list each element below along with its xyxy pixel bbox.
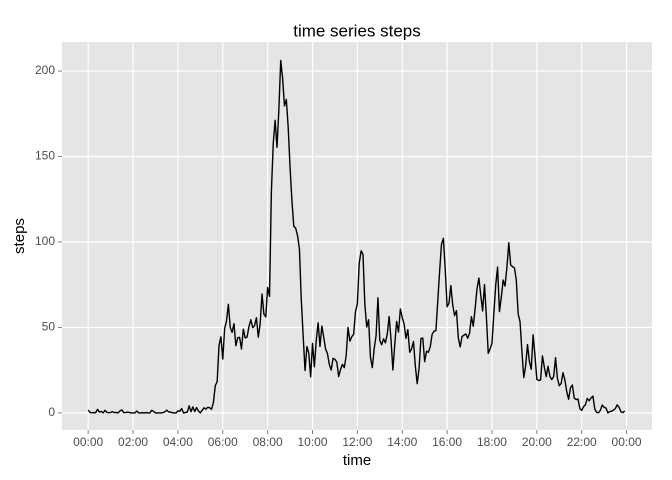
x-tick-label: 04:00 bbox=[163, 435, 193, 449]
y-axis-label: steps bbox=[11, 218, 28, 254]
x-tick-label: 22:00 bbox=[567, 435, 597, 449]
chart-title: time series steps bbox=[293, 21, 421, 40]
x-tick-label: 12:00 bbox=[342, 435, 372, 449]
y-tick-label: 0 bbox=[48, 405, 55, 419]
x-tick-label: 00:00 bbox=[612, 435, 642, 449]
x-tick-label: 18:00 bbox=[477, 435, 507, 449]
y-tick-label: 100 bbox=[35, 234, 55, 248]
x-tick-label: 02:00 bbox=[118, 435, 148, 449]
x-tick-label: 16:00 bbox=[432, 435, 462, 449]
series-line bbox=[87, 59, 626, 414]
x-tick-label: 06:00 bbox=[208, 435, 238, 449]
x-tick-label: 08:00 bbox=[253, 435, 283, 449]
y-tick-label: 50 bbox=[42, 320, 56, 334]
x-axis-label: time bbox=[343, 452, 371, 469]
x-tick-label: 00:00 bbox=[73, 435, 103, 449]
x-tick-label: 10:00 bbox=[297, 435, 327, 449]
y-tick-label: 150 bbox=[35, 149, 55, 163]
y-tick-label: 200 bbox=[35, 63, 55, 77]
x-tick-label: 20:00 bbox=[522, 435, 552, 449]
x-tick-label: 14:00 bbox=[387, 435, 417, 449]
